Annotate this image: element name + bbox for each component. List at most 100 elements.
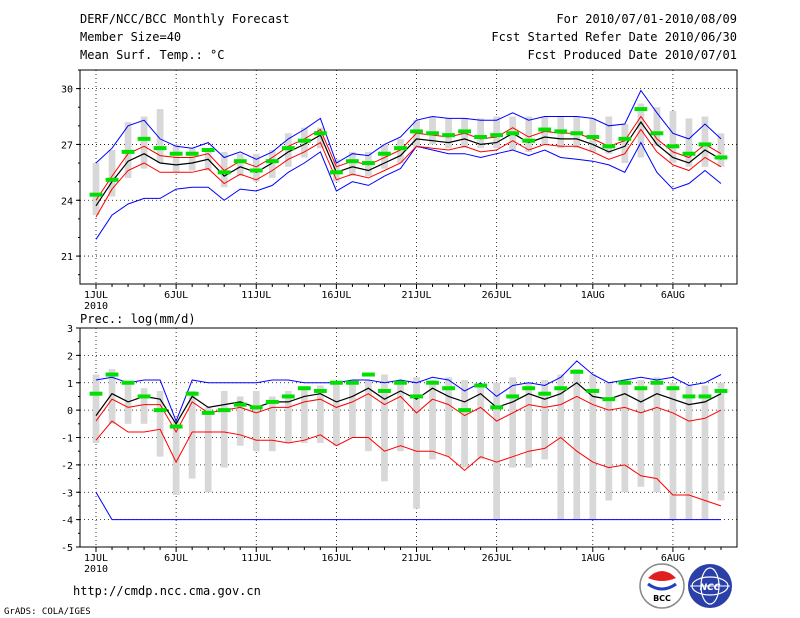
start-date: Fcst Started Refer Date 2010/06/30 [491, 30, 737, 44]
median-mark-28 [538, 391, 552, 396]
median-mark-32 [602, 397, 616, 402]
box-28 [541, 380, 549, 460]
series-upper-line [95, 393, 722, 434]
box-39 [717, 133, 725, 167]
box-4 [156, 109, 164, 164]
box-15 [333, 382, 340, 446]
box-37 [685, 385, 693, 520]
temperature-panel: 21 24 27 30 1JUL 6JUL 11JUL 16JUL 21JUL 26JUL 1AUG… [61, 69, 738, 312]
median-mark-5 [169, 151, 183, 156]
box-0 [92, 163, 100, 216]
box-5 [172, 144, 180, 173]
median-mark-37 [682, 394, 696, 399]
median-mark-38 [698, 394, 712, 399]
box-32 [605, 116, 613, 154]
box-34 [637, 380, 645, 487]
median-mark-24 [474, 134, 488, 139]
x-tick-label-1: 6JUL [164, 553, 188, 564]
median-mark-25 [490, 133, 504, 138]
median-mark-2 [121, 149, 135, 154]
median-mark-15 [329, 170, 343, 175]
box-18 [381, 144, 388, 169]
box-29 [557, 374, 565, 520]
median-mark-11 [265, 159, 279, 164]
box-13 [300, 388, 308, 443]
member-size: Member Size=40 [80, 30, 181, 44]
median-mark-30 [570, 369, 584, 374]
box-9 [236, 396, 244, 446]
panel2-title: Prec.: log(mm/d) [80, 312, 196, 326]
forecast-period: For 2010/07/01-2010/08/09 [556, 12, 737, 26]
median-mark-10 [249, 405, 263, 410]
y-tick-label-3: -2 [61, 461, 73, 472]
median-mark-17 [362, 161, 375, 166]
website-url: http://cmdp.ncc.cma.gov.cn [73, 584, 261, 598]
precipitation-panel: -5 -4 -3 -2 -1 0 1 2 3 1JUL 6JUL 11JUL 16JUL 21JUL 26J… [61, 324, 738, 575]
median-mark-18 [378, 151, 391, 156]
box-21 [429, 380, 436, 460]
box-37 [685, 118, 693, 167]
median-mark-22 [442, 386, 455, 391]
x-tick-label-5: 26JUL [482, 290, 512, 301]
box-22 [445, 377, 452, 457]
box-35 [653, 107, 661, 147]
box-38 [701, 116, 709, 167]
median-mark-17 [362, 372, 375, 377]
median-mark-3 [137, 136, 151, 141]
box-33 [621, 380, 629, 493]
median-mark-14 [313, 388, 327, 393]
box-11 [268, 396, 276, 452]
median-mark-33 [618, 380, 632, 385]
box-4 [156, 390, 164, 457]
box-20 [413, 377, 420, 509]
box-25 [493, 382, 501, 520]
median-mark-20 [410, 129, 423, 134]
box-23 [461, 380, 468, 468]
median-mark-5 [169, 424, 183, 429]
median-mark-7 [201, 410, 215, 415]
box-16 [349, 151, 356, 177]
y-tick-label-4: -1 [61, 434, 73, 445]
median-mark-16 [346, 380, 359, 385]
x-tick-label-7: 6AUG [661, 290, 685, 301]
x-tick-label-6: 1AUG [581, 553, 605, 564]
box-3 [140, 388, 148, 424]
box-8 [220, 390, 228, 468]
x-tick-label-5: 26JUL [482, 553, 512, 564]
box-25 [493, 116, 501, 149]
box-33 [621, 123, 629, 164]
box-1 [108, 369, 116, 424]
series-upper-line [95, 115, 722, 201]
median-mark-6 [185, 151, 199, 156]
box-31 [589, 374, 597, 520]
x-tick-label-3: 16JUL [321, 290, 351, 301]
series-max-line [95, 89, 722, 164]
box-6 [188, 390, 196, 479]
box-19 [397, 138, 404, 164]
grads-credit: GrADS: COLA/IGES [4, 607, 91, 617]
median-mark-33 [618, 136, 632, 141]
box-19 [397, 380, 404, 452]
series-mean-line [95, 121, 722, 207]
x-tick-label-6: 1AUG [581, 290, 605, 301]
median-mark-23 [458, 129, 471, 134]
y-tick-label-1: 24 [61, 196, 73, 207]
x-tick-label-7: 6AUG [661, 553, 685, 564]
box-5 [172, 421, 180, 495]
box-32 [605, 382, 613, 501]
box-20 [413, 120, 420, 149]
figure-title: DERF/NCC/BCC Monthly Forecast [80, 12, 290, 26]
box-14 [316, 385, 324, 443]
x-tick-label-4: 21JUL [401, 553, 431, 564]
median-mark-11 [265, 399, 279, 404]
y-tick-label-2: -3 [61, 488, 73, 499]
median-mark-28 [538, 127, 552, 132]
median-mark-24 [474, 383, 488, 388]
series-lower-line [95, 128, 722, 218]
x-tick-label-2: 11JUL [241, 290, 271, 301]
median-mark-31 [586, 134, 600, 139]
box-24 [477, 118, 484, 149]
box-6 [188, 148, 196, 171]
median-mark-0 [89, 192, 103, 197]
